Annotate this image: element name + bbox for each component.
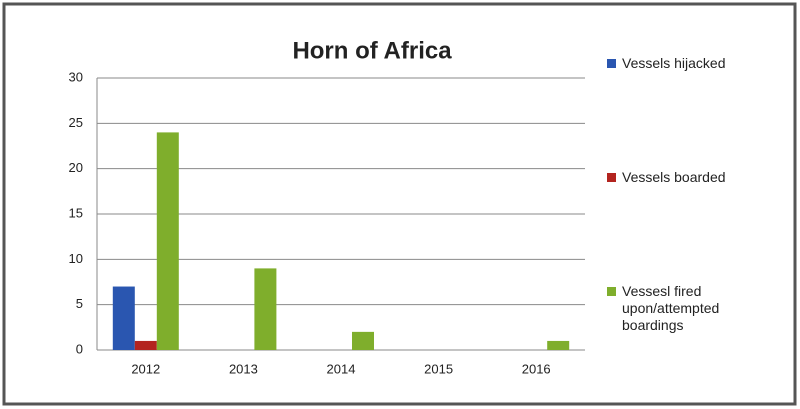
bar — [156, 132, 179, 350]
legend-item: Vessels boarded — [607, 169, 777, 186]
y-tick-label: 0 — [76, 341, 83, 356]
legend-item: Vessesl fired upon/attempted boardings — [607, 283, 777, 334]
bar — [134, 340, 157, 350]
legend-swatch — [607, 287, 616, 296]
legend-item: Vessels hijacked — [607, 55, 777, 72]
y-tick-label: 15 — [69, 205, 83, 220]
legend-swatch — [607, 173, 616, 182]
chart-title: Horn of Africa — [292, 37, 452, 64]
y-tick-label: 5 — [76, 296, 83, 311]
bar — [352, 331, 374, 350]
legend-label: Vessesl fired upon/attempted boardings — [622, 283, 720, 333]
y-tick-label: 20 — [69, 160, 83, 175]
legend-label: Vessels hijacked — [622, 55, 726, 71]
x-tick-label: 2015 — [424, 361, 453, 376]
bar — [112, 286, 135, 350]
y-tick-label: 25 — [69, 115, 83, 130]
bar — [254, 268, 277, 350]
legend-label: Vessels boarded — [622, 169, 726, 185]
legend-swatch — [607, 59, 616, 68]
bar — [547, 340, 570, 350]
x-tick-label: 2014 — [327, 361, 356, 376]
x-tick-label: 2016 — [522, 361, 551, 376]
x-tick-label: 2012 — [131, 361, 160, 376]
y-tick-label: 30 — [69, 69, 83, 84]
x-tick-label: 2013 — [229, 361, 258, 376]
y-tick-label: 10 — [69, 251, 83, 266]
